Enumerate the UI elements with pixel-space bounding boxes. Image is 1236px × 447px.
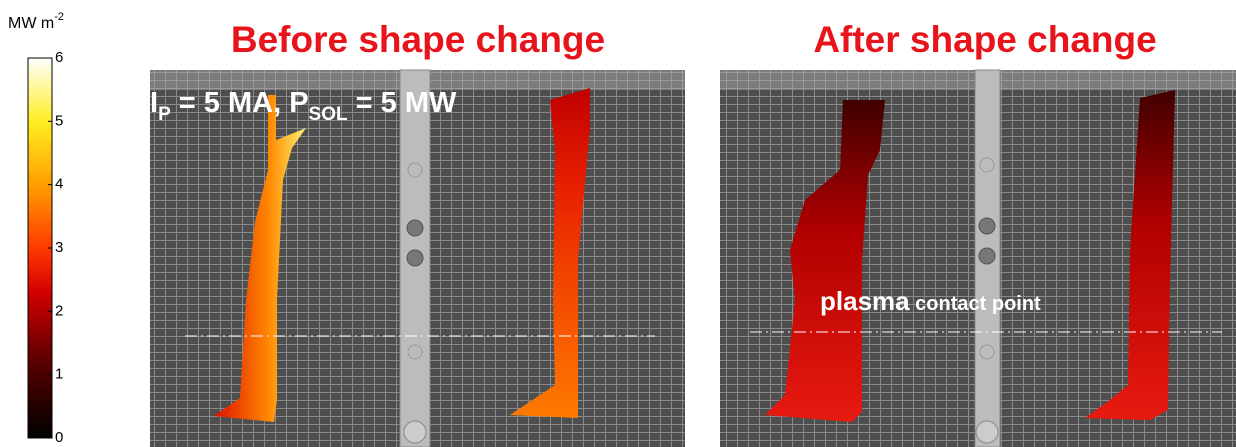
colorbar-tick-label: 2	[55, 302, 63, 319]
colorbar-unit: MW m-2	[8, 11, 64, 32]
colorbar-tick-label: 5	[55, 112, 63, 129]
colorbar-tick-label: 4	[55, 176, 63, 193]
panel-title: Before shape change	[231, 19, 605, 60]
panel-after	[720, 69, 1236, 447]
colorbar-tick-label: 6	[55, 49, 63, 66]
panel-before	[150, 69, 685, 447]
colorbar-tick-label: 1	[55, 366, 63, 383]
current-annotation: IP = 5 MA, PSOL = 5 MW	[150, 87, 457, 125]
contact-annotation: plasma contact point	[820, 286, 1041, 316]
colorbar-tick-label: 3	[55, 239, 63, 256]
panel-title: After shape change	[813, 19, 1156, 60]
colorbar-ticks: 0 1 2 3 4 5 6	[48, 49, 63, 446]
colorbar-tick-label: 0	[55, 429, 63, 446]
